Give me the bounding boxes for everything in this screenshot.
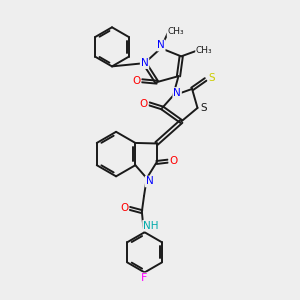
- Text: O: O: [140, 99, 148, 109]
- Text: S: S: [208, 73, 215, 83]
- Text: CH₃: CH₃: [167, 27, 184, 36]
- Text: N: N: [141, 58, 148, 68]
- Text: N: N: [173, 88, 181, 98]
- Text: S: S: [200, 103, 207, 113]
- Text: N: N: [157, 40, 165, 50]
- Text: O: O: [169, 156, 178, 166]
- Text: N: N: [146, 176, 153, 187]
- Text: F: F: [141, 273, 147, 284]
- Text: NH: NH: [143, 221, 159, 231]
- Text: O: O: [132, 76, 141, 86]
- Text: CH₃: CH₃: [196, 46, 213, 56]
- Text: O: O: [120, 203, 128, 213]
